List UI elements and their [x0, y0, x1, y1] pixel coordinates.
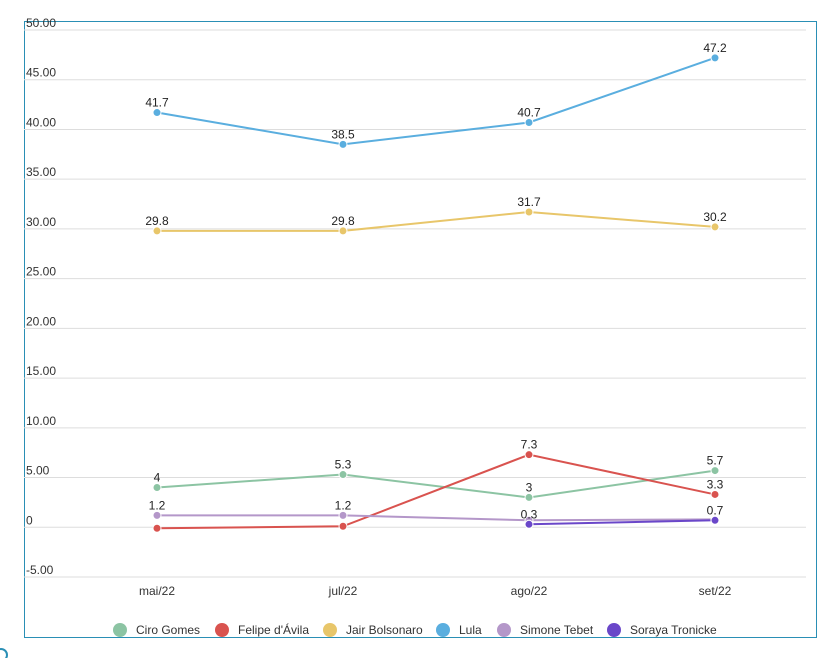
y-tick-label: 10.00 [26, 414, 56, 428]
data-label: 3.3 [707, 477, 724, 491]
data-point [338, 470, 348, 480]
legend-marker [113, 623, 127, 637]
x-tick-label: set/22 [699, 584, 732, 598]
data-label: 0.3 [521, 507, 538, 521]
legend-label: Felipe d'Ávila [238, 622, 309, 637]
y-tick-label: 35.00 [26, 165, 56, 179]
data-label: 1.2 [335, 498, 352, 512]
legend-label: Ciro Gomes [136, 623, 200, 637]
data-point [524, 519, 534, 529]
series-line [157, 210, 716, 232]
data-label: 7.3 [521, 438, 538, 452]
data-point [524, 117, 534, 127]
legend-marker [607, 623, 621, 637]
data-label: 29.8 [145, 214, 169, 228]
data-point [524, 207, 534, 217]
chart-frame [24, 21, 817, 638]
series-line [156, 56, 716, 146]
y-tick-label: 20.00 [26, 314, 56, 328]
legend-label: Soraya Tronicke [630, 623, 717, 637]
data-point [152, 510, 162, 520]
series-line [156, 469, 716, 499]
data-label: 31.7 [517, 195, 541, 209]
data-label: 5.7 [707, 454, 724, 468]
legend-marker [436, 623, 450, 637]
series-line [157, 514, 716, 522]
data-label: 3 [526, 480, 533, 494]
data-point [152, 108, 162, 118]
data-point [338, 139, 348, 149]
legend-marker [323, 623, 337, 637]
data-label: 30.2 [703, 210, 727, 224]
legend-label: Lula [459, 623, 482, 637]
y-tick-label: 25.00 [26, 265, 56, 279]
y-tick-label: 45.00 [26, 66, 56, 80]
corner-circle-icon [0, 648, 8, 658]
data-point [524, 450, 534, 460]
data-label: 1.2 [149, 498, 166, 512]
x-tick-label: ago/22 [511, 584, 548, 598]
y-tick-label: 15.00 [26, 364, 56, 378]
data-point [152, 482, 162, 492]
legend-label: Simone Tebet [520, 623, 594, 637]
series-line [528, 519, 716, 526]
data-point [152, 523, 162, 533]
data-label: 41.7 [145, 96, 169, 110]
legend-label: Jair Bolsonaro [346, 623, 423, 637]
series-line [156, 453, 716, 530]
y-tick-label: -5.00 [26, 563, 54, 577]
data-point [524, 492, 534, 502]
data-point [338, 226, 348, 236]
data-point [710, 222, 720, 232]
y-tick-label: 5.00 [26, 464, 50, 478]
x-tick-label: jul/22 [328, 584, 358, 598]
data-label: 40.7 [517, 105, 541, 119]
data-point [338, 521, 348, 531]
data-point [152, 226, 162, 236]
y-tick-label: 30.00 [26, 215, 56, 229]
data-label: 38.5 [331, 127, 355, 141]
legend-marker [215, 623, 229, 637]
y-tick-label: 40.00 [26, 115, 56, 129]
data-point [338, 510, 348, 520]
data-label: 0.7 [707, 503, 724, 517]
data-label: 4 [154, 470, 161, 484]
data-point [710, 515, 720, 525]
data-label: 47.2 [703, 41, 727, 55]
data-point [710, 489, 720, 499]
x-tick-label: mai/22 [139, 584, 175, 598]
legend-marker [497, 623, 511, 637]
data-label: 5.3 [335, 458, 352, 472]
y-tick-label: 0 [26, 513, 33, 527]
data-point [710, 466, 720, 476]
data-label: 29.8 [331, 214, 355, 228]
y-tick-label: 50.00 [26, 16, 56, 30]
data-point [710, 53, 720, 63]
